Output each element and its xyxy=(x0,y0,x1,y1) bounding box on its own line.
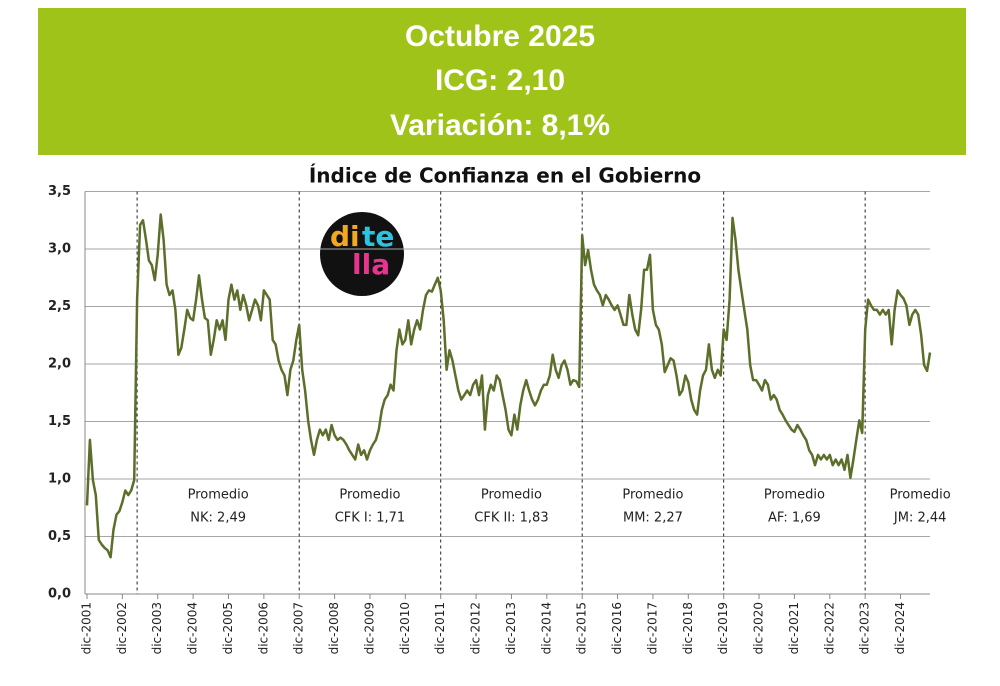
period-average: AF: 1,69 xyxy=(768,511,821,526)
header-line: Variación: 8,1% xyxy=(390,109,610,142)
y-tick-label: 3,5 xyxy=(48,184,71,199)
logo-circle xyxy=(320,212,404,296)
x-tick-label: dic-2004 xyxy=(186,602,200,654)
period-average: CFK I: 1,71 xyxy=(335,511,406,526)
y-tick-label: 0,0 xyxy=(48,587,71,602)
x-tick-label: dic-2020 xyxy=(752,602,766,654)
logo-text: lla xyxy=(352,248,390,281)
x-tick-label: dic-2008 xyxy=(327,602,341,654)
period-heading: Promedio xyxy=(764,488,825,503)
period-average: MM: 2,27 xyxy=(623,511,683,526)
period-heading: Promedio xyxy=(622,488,683,503)
data-line xyxy=(85,213,932,559)
x-tick-label: dic-2005 xyxy=(221,602,235,654)
logo-text: di xyxy=(330,220,360,253)
x-tick-label: dic-2001 xyxy=(80,602,94,654)
x-tick-label: dic-2012 xyxy=(469,602,483,654)
y-tick-label: 1,0 xyxy=(48,472,71,487)
period-average: NK: 2,49 xyxy=(190,511,246,526)
x-tick-label: dic-2007 xyxy=(292,602,306,654)
period-average: CFK II: 1,83 xyxy=(474,511,548,526)
x-tick-label: dic-2006 xyxy=(256,602,270,654)
y-tick-label: 2,0 xyxy=(48,357,71,372)
x-tick-label: dic-2003 xyxy=(150,602,164,654)
x-tick-label: dic-2009 xyxy=(362,602,376,654)
x-tick-label: dic-2010 xyxy=(398,602,412,654)
x-tick-label: dic-2015 xyxy=(575,602,589,654)
x-tick-label: dic-2002 xyxy=(115,602,129,654)
x-tick-label: dic-2011 xyxy=(433,602,447,654)
period-average: JM: 2,44 xyxy=(893,511,947,526)
period-heading: Promedio xyxy=(339,488,400,503)
header-line: ICG: 2,10 xyxy=(435,64,565,97)
y-tick-label: 2,5 xyxy=(48,299,71,314)
x-tick-label: dic-2019 xyxy=(716,602,730,654)
x-tick-label: dic-2023 xyxy=(858,602,872,654)
x-tick-label: dic-2021 xyxy=(787,602,801,654)
header-banner xyxy=(38,8,966,155)
x-tick-label: dic-2013 xyxy=(504,602,518,654)
x-tick-label: dic-2018 xyxy=(681,602,695,654)
period-heading: Promedio xyxy=(481,488,542,503)
y-tick-label: 0,5 xyxy=(48,529,71,544)
period-heading: Promedio xyxy=(188,488,249,503)
header-line: Octubre 2025 xyxy=(405,20,595,53)
x-tick-label: dic-2014 xyxy=(539,602,553,654)
logo-text: te xyxy=(362,220,394,253)
x-tick-label: dic-2016 xyxy=(610,602,624,654)
period-heading: Promedio xyxy=(890,488,951,503)
y-tick-label: 3,0 xyxy=(48,242,71,257)
x-tick-label: dic-2024 xyxy=(893,602,907,654)
x-tick-label: dic-2022 xyxy=(822,602,836,654)
y-tick-label: 1,5 xyxy=(48,414,71,429)
x-tick-label: dic-2017 xyxy=(645,602,659,654)
chart-title: Índice de Confianza en el Gobierno xyxy=(309,164,701,188)
